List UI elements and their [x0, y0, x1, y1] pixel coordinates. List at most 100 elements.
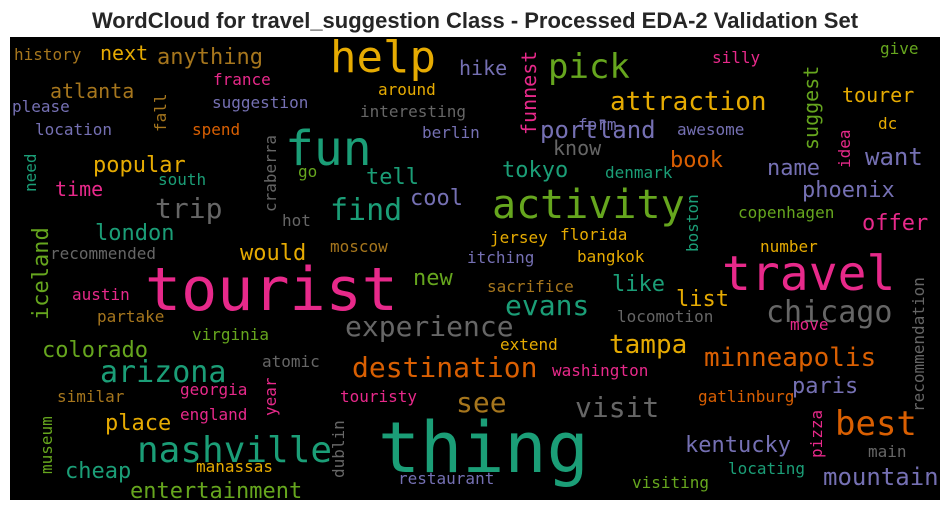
- word: visit: [575, 391, 659, 424]
- word: book: [670, 148, 723, 173]
- word: minneapolis: [704, 343, 876, 373]
- word: kentucky: [685, 433, 791, 458]
- word: denmark: [605, 163, 673, 182]
- word: partake: [97, 307, 164, 326]
- word: visiting: [632, 473, 709, 492]
- word: extend: [500, 335, 558, 354]
- word: destination: [352, 351, 537, 384]
- word: list: [676, 287, 729, 312]
- word: colorado: [42, 338, 148, 363]
- word-cloud: history next anything help funnest pick silly g…: [12, 32, 939, 504]
- word: history: [14, 45, 82, 64]
- word: london: [95, 221, 174, 246]
- word: silly: [712, 48, 761, 67]
- word: see: [456, 386, 507, 419]
- word: new: [413, 266, 453, 291]
- word: name: [767, 156, 820, 181]
- word: bangkok: [577, 247, 645, 266]
- word: england: [180, 405, 247, 424]
- word: georgia: [180, 380, 247, 399]
- word: iceland: [29, 227, 54, 320]
- word: around: [378, 80, 436, 99]
- word: help: [330, 32, 436, 83]
- word: anything: [157, 45, 263, 70]
- word: itching: [467, 248, 534, 267]
- word: tourer: [842, 83, 914, 107]
- word: popular: [93, 153, 186, 178]
- word: entertainment: [130, 479, 302, 504]
- word: chicago: [766, 295, 892, 330]
- word: move: [790, 315, 829, 334]
- word: moscow: [330, 237, 388, 256]
- word: tampa: [609, 330, 687, 360]
- word: hike: [459, 56, 507, 80]
- word: restaurant: [398, 469, 494, 488]
- word: best: [835, 404, 917, 444]
- word: travel: [722, 246, 895, 302]
- word: awesome: [677, 120, 744, 139]
- word: give: [880, 39, 919, 58]
- word: funnest: [517, 51, 541, 135]
- word: boston: [683, 194, 702, 252]
- cloud-background: [10, 37, 940, 500]
- word: florida: [560, 225, 627, 244]
- word: main: [868, 442, 907, 461]
- word: dublin: [329, 420, 348, 478]
- word: virginia: [192, 325, 269, 344]
- word: hot: [282, 211, 311, 230]
- word: experience: [345, 310, 514, 343]
- word: nashville: [137, 430, 332, 471]
- word: mountain: [823, 463, 939, 491]
- word: jersey: [490, 228, 548, 247]
- word: place: [105, 411, 171, 436]
- word: form: [578, 115, 617, 134]
- word: spend: [192, 120, 240, 139]
- word: arizona: [100, 355, 226, 390]
- word: tell: [366, 165, 419, 190]
- word: interesting: [360, 102, 466, 121]
- word: sacrifice: [487, 277, 574, 296]
- word: berlin: [422, 123, 480, 142]
- word: museum: [37, 416, 56, 474]
- word: manassas: [196, 457, 273, 476]
- word: attraction: [610, 87, 767, 117]
- word: copenhagen: [738, 203, 834, 222]
- word: south: [158, 170, 206, 189]
- word: fall: [151, 93, 170, 132]
- word: offer: [862, 211, 928, 236]
- word: please: [12, 97, 70, 116]
- word: need: [21, 153, 40, 192]
- word: washington: [552, 361, 648, 380]
- word: find: [330, 193, 402, 228]
- word: austin: [72, 285, 130, 304]
- word: atlanta: [50, 79, 134, 103]
- word: similar: [57, 387, 125, 406]
- word: evans: [505, 289, 589, 322]
- word: craberra: [261, 135, 280, 212]
- word: touristy: [340, 387, 417, 406]
- word: activity: [492, 182, 685, 228]
- word: cheap: [65, 459, 131, 484]
- word: pick: [548, 47, 630, 87]
- word: cool: [410, 186, 463, 211]
- word: tourist: [145, 255, 398, 325]
- word: trip: [155, 192, 222, 225]
- word: france: [213, 70, 271, 89]
- word: recommended: [50, 244, 156, 263]
- word: thing: [378, 407, 589, 489]
- word: gatlinburg: [698, 387, 794, 406]
- word: locomotion: [617, 307, 713, 326]
- word: tokyo: [502, 158, 568, 183]
- word: recommendation: [909, 277, 928, 412]
- word: locating: [728, 459, 805, 478]
- word: time: [55, 177, 103, 201]
- word: location: [35, 120, 112, 139]
- word: idea: [835, 129, 854, 168]
- word: go: [298, 162, 317, 181]
- word: atomic: [262, 352, 320, 371]
- word: want: [865, 143, 923, 171]
- word: suggestion: [212, 93, 308, 112]
- word: would: [240, 241, 306, 266]
